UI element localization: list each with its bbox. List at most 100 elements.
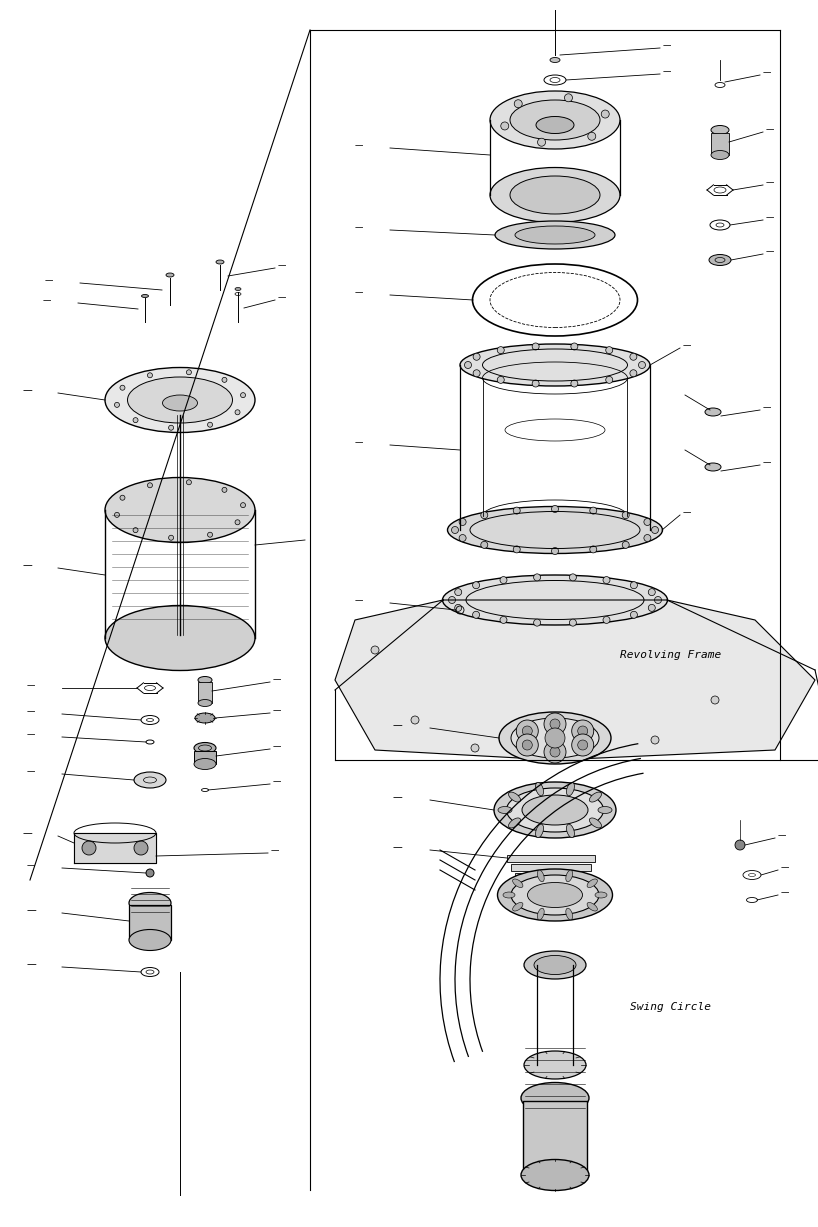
Circle shape bbox=[235, 410, 240, 415]
Text: —: — bbox=[663, 40, 672, 50]
Ellipse shape bbox=[194, 758, 216, 769]
Ellipse shape bbox=[497, 869, 613, 921]
Bar bbox=[515, 872, 587, 880]
Circle shape bbox=[545, 728, 565, 748]
Circle shape bbox=[187, 369, 191, 374]
Ellipse shape bbox=[490, 168, 620, 222]
Circle shape bbox=[481, 541, 488, 548]
Text: —: — bbox=[278, 261, 286, 270]
Ellipse shape bbox=[587, 879, 597, 887]
Text: —: — bbox=[273, 742, 281, 751]
Text: —: — bbox=[766, 247, 775, 256]
Ellipse shape bbox=[513, 879, 523, 887]
Circle shape bbox=[606, 347, 613, 353]
Text: Revolving Frame: Revolving Frame bbox=[620, 650, 721, 660]
Text: —: — bbox=[355, 596, 363, 605]
Circle shape bbox=[169, 426, 173, 431]
Ellipse shape bbox=[443, 575, 667, 625]
Circle shape bbox=[448, 596, 456, 604]
Ellipse shape bbox=[447, 507, 663, 553]
Text: —: — bbox=[23, 385, 33, 395]
Circle shape bbox=[606, 377, 613, 383]
Circle shape bbox=[82, 840, 96, 855]
Circle shape bbox=[569, 620, 577, 626]
Ellipse shape bbox=[511, 875, 599, 915]
Ellipse shape bbox=[494, 782, 616, 838]
Ellipse shape bbox=[198, 676, 212, 683]
Text: —: — bbox=[355, 223, 363, 232]
Text: —: — bbox=[393, 720, 402, 730]
Circle shape bbox=[569, 574, 577, 580]
Circle shape bbox=[735, 840, 745, 850]
Circle shape bbox=[473, 582, 479, 589]
Circle shape bbox=[533, 574, 541, 580]
Circle shape bbox=[147, 482, 152, 488]
Text: —: — bbox=[393, 842, 402, 852]
Circle shape bbox=[471, 744, 479, 752]
Ellipse shape bbox=[128, 377, 232, 423]
Ellipse shape bbox=[566, 870, 573, 882]
Circle shape bbox=[711, 696, 719, 704]
Ellipse shape bbox=[705, 463, 721, 471]
Bar bbox=[711, 133, 729, 155]
Circle shape bbox=[455, 589, 461, 595]
Ellipse shape bbox=[534, 956, 576, 974]
Ellipse shape bbox=[528, 882, 582, 908]
Circle shape bbox=[133, 528, 138, 533]
Bar bbox=[198, 682, 212, 703]
Circle shape bbox=[455, 605, 461, 611]
Ellipse shape bbox=[590, 793, 601, 802]
Circle shape bbox=[459, 535, 466, 541]
Circle shape bbox=[544, 741, 566, 763]
Text: —: — bbox=[355, 288, 363, 297]
Circle shape bbox=[571, 748, 579, 756]
Circle shape bbox=[551, 506, 559, 513]
Circle shape bbox=[603, 616, 610, 623]
Ellipse shape bbox=[499, 712, 611, 764]
Text: —: — bbox=[393, 791, 402, 802]
Circle shape bbox=[235, 520, 240, 525]
Circle shape bbox=[208, 422, 213, 427]
Circle shape bbox=[515, 99, 522, 108]
Circle shape bbox=[452, 526, 459, 534]
Ellipse shape bbox=[134, 772, 166, 788]
Circle shape bbox=[550, 747, 560, 757]
Circle shape bbox=[572, 720, 594, 742]
Circle shape bbox=[516, 734, 538, 756]
Text: —: — bbox=[781, 888, 789, 897]
Text: —: — bbox=[766, 213, 775, 222]
Circle shape bbox=[578, 740, 587, 750]
Ellipse shape bbox=[536, 783, 543, 796]
Circle shape bbox=[590, 546, 597, 553]
Ellipse shape bbox=[566, 908, 573, 920]
Bar bbox=[523, 1101, 587, 1175]
Bar bbox=[511, 864, 591, 871]
Circle shape bbox=[501, 121, 509, 130]
Text: Swing Circle: Swing Circle bbox=[630, 1002, 711, 1012]
Text: —: — bbox=[271, 845, 280, 855]
Ellipse shape bbox=[536, 117, 574, 134]
Ellipse shape bbox=[509, 793, 520, 802]
Circle shape bbox=[537, 139, 546, 146]
Text: —: — bbox=[273, 706, 281, 715]
Circle shape bbox=[590, 507, 597, 514]
Ellipse shape bbox=[503, 892, 515, 898]
Circle shape bbox=[601, 110, 609, 118]
Circle shape bbox=[544, 713, 566, 735]
Ellipse shape bbox=[129, 930, 171, 951]
Circle shape bbox=[500, 577, 507, 584]
Circle shape bbox=[459, 519, 466, 525]
Text: —: — bbox=[663, 67, 672, 76]
Ellipse shape bbox=[537, 870, 544, 882]
Circle shape bbox=[115, 513, 119, 518]
Circle shape bbox=[134, 840, 148, 855]
Ellipse shape bbox=[105, 368, 255, 432]
Circle shape bbox=[240, 503, 245, 508]
Circle shape bbox=[644, 519, 651, 525]
Circle shape bbox=[551, 547, 559, 555]
Text: —: — bbox=[763, 402, 771, 412]
Circle shape bbox=[133, 417, 138, 422]
Circle shape bbox=[533, 344, 539, 350]
Circle shape bbox=[371, 645, 379, 654]
Circle shape bbox=[187, 480, 191, 485]
